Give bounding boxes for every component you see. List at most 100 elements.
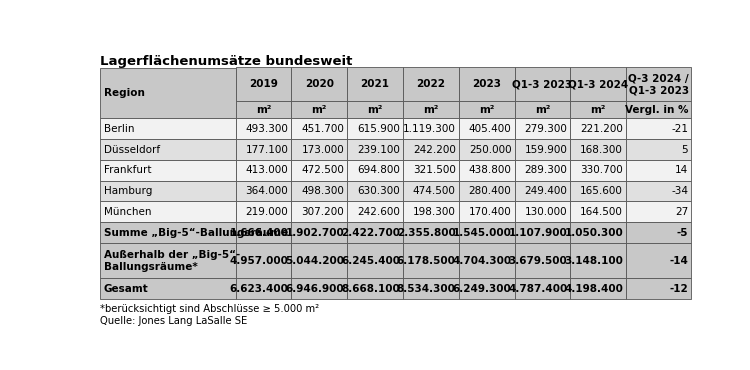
Text: 2019: 2019 (249, 80, 278, 90)
Bar (236, 101, 291, 118)
Bar (347, 279, 403, 299)
Bar (459, 243, 514, 279)
Bar (514, 139, 570, 160)
Bar (459, 202, 514, 222)
Bar (347, 118, 403, 139)
Bar (291, 160, 347, 181)
Text: 8.534.300: 8.534.300 (397, 284, 456, 294)
Text: m²: m² (423, 105, 439, 115)
Bar (347, 222, 403, 243)
Bar (100, 222, 236, 243)
Bar (347, 101, 403, 118)
Bar (100, 181, 236, 202)
Bar (347, 160, 403, 181)
Bar (100, 67, 236, 118)
Text: -14: -14 (669, 256, 688, 266)
Text: 177.100: 177.100 (245, 145, 288, 155)
Bar (236, 279, 291, 299)
Bar (570, 243, 626, 279)
Text: Q1-3 2024: Q1-3 2024 (568, 80, 628, 90)
Text: Gesamt: Gesamt (104, 284, 148, 294)
Text: 3.679.500: 3.679.500 (509, 256, 567, 266)
Bar (100, 160, 236, 181)
Text: 159.900: 159.900 (524, 145, 567, 155)
Bar (100, 202, 236, 222)
Text: 321.500: 321.500 (413, 165, 456, 175)
Text: 2.355.800: 2.355.800 (397, 228, 456, 238)
Bar (347, 67, 403, 101)
Text: 173.000: 173.000 (302, 145, 344, 155)
Text: 405.400: 405.400 (469, 124, 512, 134)
Bar (236, 139, 291, 160)
Text: 4.198.400: 4.198.400 (564, 284, 623, 294)
Bar (347, 139, 403, 160)
Bar (100, 139, 236, 160)
Text: 164.500: 164.500 (580, 207, 623, 217)
Text: Vergl. in %: Vergl. in % (625, 105, 688, 115)
Text: 279.300: 279.300 (524, 124, 567, 134)
Text: 474.500: 474.500 (413, 186, 456, 196)
Bar (459, 118, 514, 139)
Bar (570, 222, 626, 243)
Bar (626, 181, 692, 202)
Bar (236, 243, 291, 279)
Bar (514, 118, 570, 139)
Bar (291, 67, 347, 101)
Text: 630.300: 630.300 (357, 186, 400, 196)
Bar (459, 222, 514, 243)
Text: München: München (104, 207, 152, 217)
Text: 2021: 2021 (361, 80, 389, 90)
Bar (514, 202, 570, 222)
Bar (291, 243, 347, 279)
Text: 168.300: 168.300 (580, 145, 623, 155)
Bar (459, 139, 514, 160)
Text: 694.800: 694.800 (357, 165, 400, 175)
Text: Berlin: Berlin (104, 124, 134, 134)
Bar (514, 279, 570, 299)
Bar (100, 118, 236, 139)
Bar (626, 202, 692, 222)
Bar (403, 222, 459, 243)
Text: 6.623.400: 6.623.400 (230, 284, 288, 294)
Text: 498.300: 498.300 (302, 186, 344, 196)
Bar (403, 181, 459, 202)
Bar (403, 67, 459, 101)
Text: m²: m² (311, 105, 327, 115)
Bar (514, 181, 570, 202)
Text: 221.200: 221.200 (580, 124, 623, 134)
Text: 3.148.100: 3.148.100 (564, 256, 623, 266)
Bar (403, 118, 459, 139)
Bar (236, 67, 291, 101)
Bar (403, 139, 459, 160)
Text: Hamburg: Hamburg (104, 186, 152, 196)
Bar (459, 160, 514, 181)
Bar (514, 160, 570, 181)
Bar (570, 181, 626, 202)
Text: 250.000: 250.000 (469, 145, 512, 155)
Text: 2020: 2020 (304, 80, 334, 90)
Bar (459, 279, 514, 299)
Bar (570, 202, 626, 222)
Text: 242.600: 242.600 (357, 207, 400, 217)
Text: 4.787.400: 4.787.400 (508, 284, 567, 294)
Text: 239.100: 239.100 (357, 145, 400, 155)
Text: 6.946.900: 6.946.900 (286, 284, 344, 294)
Bar (514, 243, 570, 279)
Text: m²: m² (479, 105, 494, 115)
Bar (291, 101, 347, 118)
Text: 1.666.400: 1.666.400 (230, 228, 288, 238)
Text: Region: Region (104, 88, 145, 98)
Text: Q1-3 2023: Q1-3 2023 (512, 80, 572, 90)
Text: 1.119.300: 1.119.300 (403, 124, 456, 134)
Text: 413.000: 413.000 (245, 165, 288, 175)
Bar (459, 101, 514, 118)
Bar (291, 279, 347, 299)
Bar (403, 279, 459, 299)
Bar (514, 67, 570, 101)
Text: 472.500: 472.500 (302, 165, 344, 175)
Bar (347, 181, 403, 202)
Text: 4.957.000: 4.957.000 (230, 256, 288, 266)
Bar (347, 243, 403, 279)
Text: 6.245.400: 6.245.400 (341, 256, 400, 266)
Text: 27: 27 (675, 207, 688, 217)
